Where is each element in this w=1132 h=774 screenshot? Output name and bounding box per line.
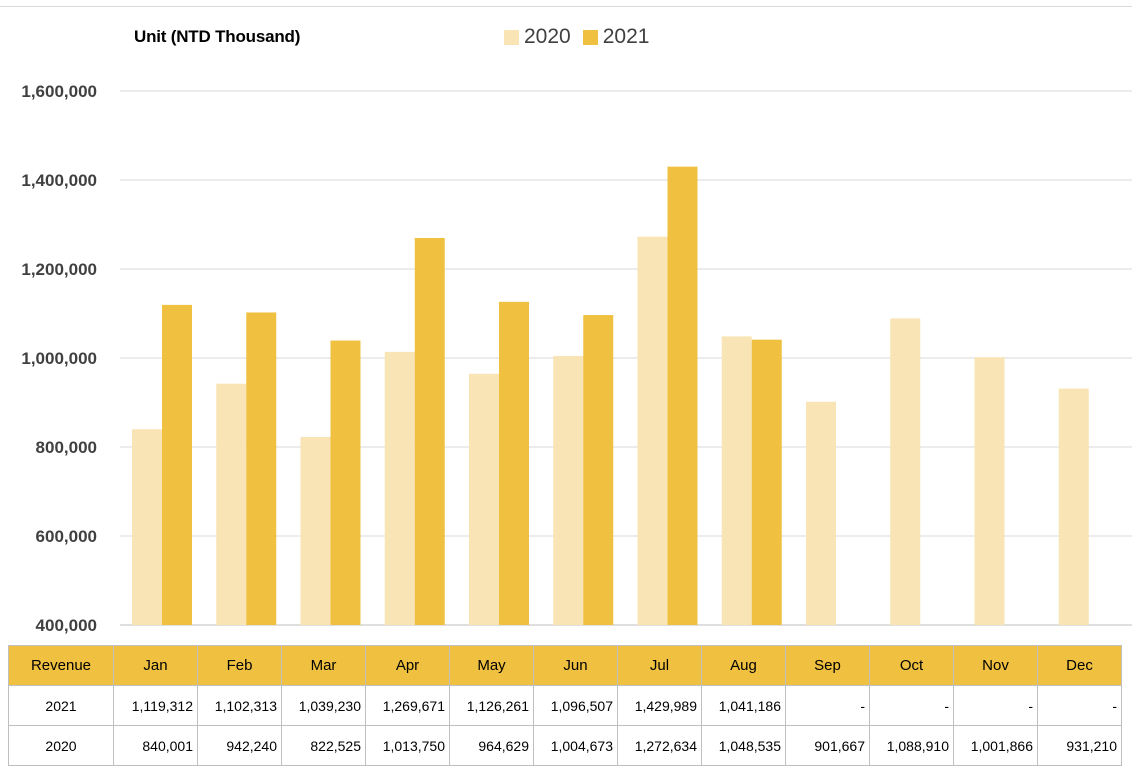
legend-label-2020: 2020 xyxy=(524,25,571,48)
bar-2021-apr xyxy=(414,237,445,625)
table-row-2021: 2021 1,119,312 1,102,313 1,039,230 1,269… xyxy=(8,685,1122,726)
table-header-month: Oct xyxy=(869,645,954,686)
table-header-month: Jun xyxy=(533,645,618,686)
unit-label: Unit (NTD Thousand) xyxy=(134,27,301,46)
legend-swatch-2021 xyxy=(582,29,598,45)
table-cell: - xyxy=(1037,685,1122,726)
table-header-month: Feb xyxy=(197,645,282,686)
legend-swatch-2020 xyxy=(504,29,519,45)
bar-2021-mar xyxy=(330,340,361,625)
table-cell: 1,039,230 xyxy=(281,685,366,726)
table-cell: 942,240 xyxy=(197,725,282,766)
table-cell: - xyxy=(953,685,1038,726)
bars xyxy=(132,166,1089,626)
table-header-month: Sep xyxy=(785,645,870,686)
spreadsheet-top-strip xyxy=(0,0,1132,7)
table-header-month: Nov xyxy=(953,645,1038,686)
y-tick-label: 1,000,000 xyxy=(21,349,97,368)
table-header-month: May xyxy=(449,645,534,686)
table-cell: 1,126,261 xyxy=(449,685,534,726)
table-cell: 1,102,313 xyxy=(197,685,282,726)
bar-2021-may xyxy=(499,301,529,625)
bar-2020-oct xyxy=(890,318,921,625)
table-cell: 1,429,989 xyxy=(617,685,702,726)
table-cell: 1,269,671 xyxy=(365,685,450,726)
table-header-row: Revenue Jan Feb Mar Apr May Jun Jul Aug … xyxy=(8,645,1122,686)
table-row-2020: 2020 840,001 942,240 822,525 1,013,750 9… xyxy=(8,725,1122,766)
table-cell: 964,629 xyxy=(449,725,534,766)
table-cell: 1,088,910 xyxy=(869,725,954,766)
table-row-label: 2020 xyxy=(8,725,114,766)
bar-2020-dec xyxy=(1058,388,1089,625)
table-header-month: Apr xyxy=(365,645,450,686)
table-cell: 1,001,866 xyxy=(953,725,1038,766)
legend-item-2021: 2021 xyxy=(582,25,650,49)
table-header-month: Jul xyxy=(617,645,702,686)
table-cell: - xyxy=(869,685,954,726)
bar-2021-jun xyxy=(583,315,614,625)
y-tick-label: 1,600,000 xyxy=(21,82,97,101)
bar-2021-jan xyxy=(162,304,192,625)
bar-2020-mar xyxy=(300,436,331,625)
bar-2020-nov xyxy=(974,357,1005,625)
table-cell: 1,096,507 xyxy=(533,685,618,726)
bar-2020-feb xyxy=(216,383,247,625)
table-header-month: Mar xyxy=(281,645,366,686)
grid-lines xyxy=(120,90,1132,626)
table-cell: 901,667 xyxy=(785,725,870,766)
bar-2020-apr xyxy=(384,351,415,625)
table-header-month: Aug xyxy=(701,645,786,686)
table-cell: 1,119,312 xyxy=(113,685,198,726)
bar-2020-may xyxy=(469,373,499,625)
revenue-data-table: Revenue Jan Feb Mar Apr May Jun Jul Aug … xyxy=(8,645,1122,766)
bar-2021-jul xyxy=(667,166,698,625)
table-header-revenue: Revenue xyxy=(8,645,114,686)
bar-2020-aug xyxy=(721,336,752,625)
bar-2021-aug xyxy=(751,339,782,625)
table-cell: - xyxy=(785,685,870,726)
bar-2020-jan xyxy=(132,429,162,625)
table-cell: 1,048,535 xyxy=(701,725,786,766)
y-tick-label: 800,000 xyxy=(36,438,97,457)
table-cell: 931,210 xyxy=(1037,725,1122,766)
table-cell: 1,004,673 xyxy=(533,725,618,766)
table-row-label: 2021 xyxy=(8,685,114,726)
table-cell: 1,041,186 xyxy=(701,685,786,726)
legend: 2020 2021 xyxy=(504,24,661,50)
bar-2020-jul xyxy=(637,236,668,626)
y-axis-tick-labels: 400,000 600,000 800,000 1,000,000 1,200,000 1… xyxy=(21,82,97,635)
table-cell: 822,525 xyxy=(281,725,366,766)
legend-item-2020: 2020 xyxy=(504,25,571,49)
bar-2020-sep xyxy=(806,401,836,625)
table-header-month: Dec xyxy=(1037,645,1122,686)
table-cell: 1,013,750 xyxy=(365,725,450,766)
bar-2021-feb xyxy=(246,312,277,625)
y-tick-label: 600,000 xyxy=(36,527,97,546)
y-tick-label: 1,200,000 xyxy=(21,260,97,279)
table-cell: 840,001 xyxy=(113,725,198,766)
y-tick-label: 1,400,000 xyxy=(21,171,97,190)
y-tick-label: 400,000 xyxy=(36,616,97,635)
legend-label-2021: 2021 xyxy=(602,25,650,48)
bar-2020-jun xyxy=(553,355,584,625)
table-cell: 1,272,634 xyxy=(617,725,702,766)
table-header-month: Jan xyxy=(113,645,198,686)
revenue-bar-chart: 400,000 600,000 800,000 1,000,000 1,200,000 1… xyxy=(21,82,1132,635)
